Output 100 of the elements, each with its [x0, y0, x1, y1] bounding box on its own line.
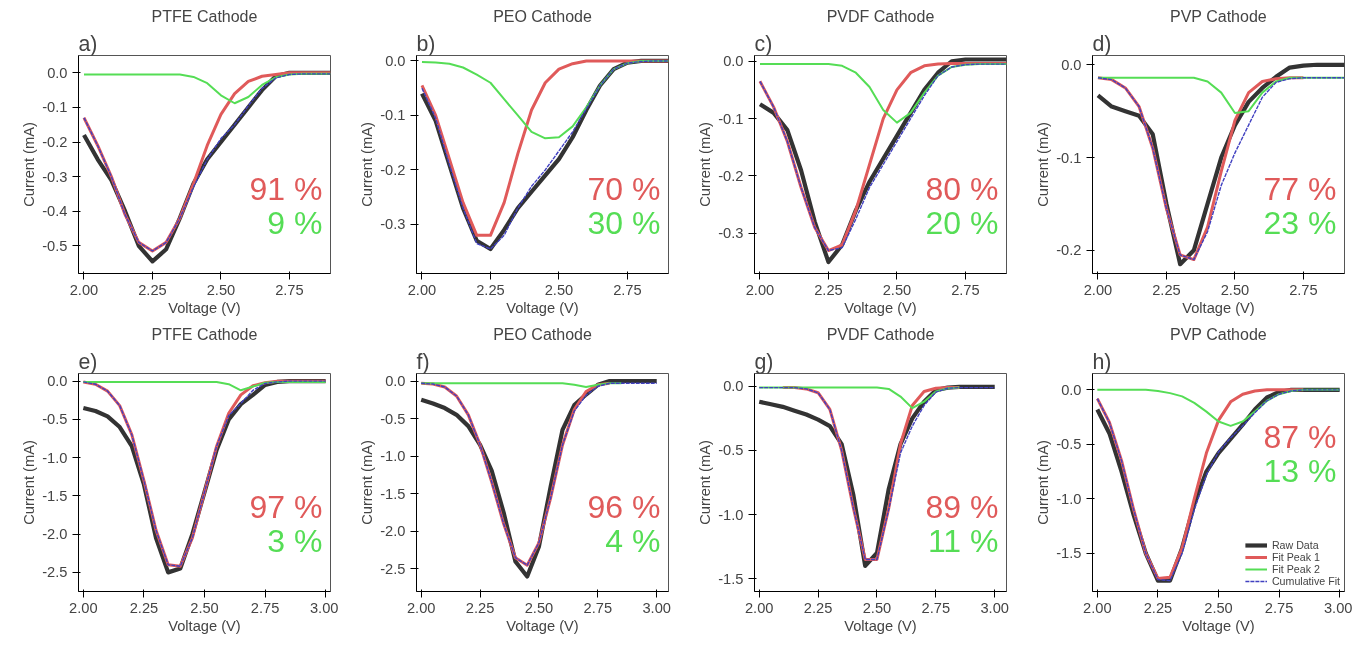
- y-tick-label: -1.0: [42, 449, 68, 466]
- y-axis-title: Current (mA): [359, 440, 376, 525]
- x-tick-label: 2.50: [862, 599, 892, 616]
- annotation: 70 %: [587, 170, 661, 207]
- annotation: b): [416, 31, 436, 56]
- legend-label: Fit Peak 2: [1271, 563, 1320, 575]
- y-tick-label: -1.0: [718, 506, 744, 523]
- x-tick-label: 2.25: [1143, 599, 1173, 616]
- annotation: 23 %: [1263, 204, 1337, 241]
- x-tick-label: 2.75: [1289, 281, 1318, 298]
- x-tick-label: 3.00: [1323, 599, 1353, 616]
- y-tick-label: -0.5: [380, 410, 406, 427]
- y-tick-label: -1.5: [380, 485, 406, 502]
- x-tick-label: 2.00: [1083, 281, 1113, 298]
- chart-title: PEO Cathode: [493, 325, 592, 343]
- x-tick-label: 2.75: [583, 599, 613, 616]
- y-axis-title: Current (mA): [1035, 122, 1052, 207]
- y-tick-label: -0.2: [380, 161, 406, 178]
- x-tick-label: 2.25: [476, 281, 505, 298]
- y-tick-label: -0.2: [42, 134, 68, 151]
- y-axis-title: Current (mA): [1035, 440, 1052, 525]
- text: e): [78, 349, 98, 374]
- annotation: 77 %: [1263, 170, 1337, 207]
- x-tick-label: 2.00: [407, 281, 437, 298]
- x-tick-label: 2.75: [1264, 599, 1294, 616]
- x-tick-label: 2.75: [951, 281, 980, 298]
- y-tick-label: -0.1: [380, 107, 406, 124]
- y-tick-label: -1.0: [1056, 490, 1082, 507]
- x-tick-label: 2.75: [275, 281, 304, 298]
- x-tick-label: 2.25: [803, 599, 833, 616]
- y-axis-title: Current (mA): [697, 122, 714, 207]
- x-tick-label: 3.00: [642, 599, 671, 616]
- x-tick-label: 2.50: [544, 281, 574, 298]
- y-axis-title: Current (mA): [359, 122, 376, 207]
- x-tick-label: 2.50: [1204, 599, 1233, 616]
- x-tick-label: 2.00: [406, 599, 436, 616]
- x-tick-label: 2.25: [465, 599, 495, 616]
- y-tick-label: -0.3: [718, 225, 744, 242]
- x-tick-label: 2.25: [138, 281, 167, 298]
- y-tick-label: -0.5: [42, 411, 68, 428]
- y-tick-label: -2.5: [42, 564, 68, 581]
- y-tick-label: -0.5: [42, 237, 68, 254]
- legend-label: Raw Data: [1271, 539, 1319, 551]
- annotation: d): [1092, 31, 1112, 56]
- annotation: h): [1092, 349, 1112, 374]
- legend-label: Fit Peak 1: [1271, 551, 1320, 563]
- y-axis-title: Current (mA): [21, 122, 38, 207]
- y-tick-label: -2.5: [380, 560, 406, 577]
- y-tick-label: 0.0: [385, 52, 406, 69]
- x-axis-title: Voltage (V): [844, 299, 917, 316]
- y-tick-label: -0.5: [718, 442, 744, 459]
- annotation: 96 %: [587, 488, 661, 525]
- y-tick-label: 0.0: [385, 373, 406, 390]
- y-axis-title: Current (mA): [21, 440, 38, 525]
- x-tick-label: 2.50: [882, 281, 912, 298]
- x-tick-label: 2.00: [744, 599, 774, 616]
- text: a): [78, 31, 98, 56]
- x-tick-label: 2.00: [69, 281, 99, 298]
- annotation: 3 %: [267, 522, 323, 559]
- x-axis-title: Voltage (V): [506, 617, 579, 634]
- x-tick-label: 2.00: [69, 599, 98, 616]
- y-tick-label: 0.0: [723, 53, 744, 70]
- y-tick-label: -1.5: [1056, 545, 1082, 562]
- x-axis-title: Voltage (V): [168, 299, 241, 316]
- text: f): [416, 349, 430, 374]
- y-tick-label: -0.1: [1056, 149, 1082, 166]
- y-tick-label: 0.0: [47, 373, 68, 390]
- y-tick-label: 0.0: [1061, 381, 1082, 398]
- x-tick-label: 2.00: [1083, 599, 1112, 616]
- y-tick-label: -0.2: [718, 167, 744, 184]
- y-tick-label: -0.2: [1056, 242, 1082, 259]
- y-tick-label: -0.4: [42, 203, 68, 220]
- annotation: 11 %: [927, 522, 999, 559]
- annotation: 13 %: [1263, 452, 1337, 489]
- x-tick-label: 3.00: [309, 599, 339, 616]
- x-tick-label: 2.50: [524, 599, 554, 616]
- legend-label: Cumulative Fit: [1271, 575, 1340, 587]
- annotation: 97 %: [249, 488, 323, 525]
- chart-title: PEO Cathode: [493, 7, 592, 25]
- x-tick-label: 2.50: [1220, 281, 1250, 298]
- x-tick-label: 2.25: [129, 599, 159, 616]
- chart-title: PVP Cathode: [1170, 7, 1267, 25]
- annotation: 9 %: [267, 204, 323, 241]
- y-tick-label: 0.0: [723, 378, 744, 395]
- y-tick-label: -0.5: [1056, 436, 1082, 453]
- chart-title: PVDF Cathode: [826, 7, 935, 25]
- y-axis-title: Current (mA): [697, 440, 714, 525]
- chart-title: PTFE Cathode: [151, 325, 258, 343]
- x-tick-label: 2.50: [206, 281, 236, 298]
- y-tick-label: -2.0: [42, 526, 68, 543]
- annotation: 80 %: [925, 170, 999, 207]
- x-tick-label: 2.75: [921, 599, 951, 616]
- y-tick-label: -1.5: [718, 570, 744, 587]
- x-axis-title: Voltage (V): [506, 299, 579, 316]
- x-axis-title: Voltage (V): [844, 617, 917, 634]
- y-tick-label: -1.0: [380, 448, 406, 465]
- x-tick-label: 2.75: [613, 281, 642, 298]
- annotation: 30 %: [587, 204, 661, 241]
- x-tick-label: 2.25: [1152, 281, 1181, 298]
- x-tick-label: 2.00: [745, 281, 775, 298]
